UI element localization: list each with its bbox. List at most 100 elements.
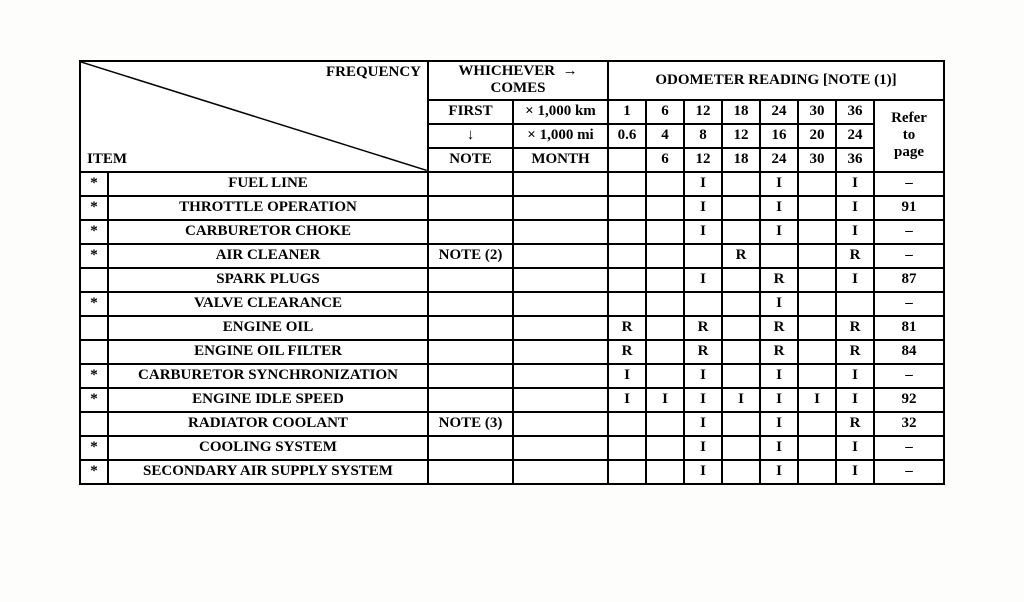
value-cell: I xyxy=(760,364,798,388)
table-row: ENGINE OIL FILTERRRRR84 xyxy=(80,340,944,364)
value-cell xyxy=(646,316,684,340)
mi-val-6: 24 xyxy=(836,124,874,148)
value-cell: R xyxy=(760,340,798,364)
value-cell: I xyxy=(760,172,798,196)
value-cell xyxy=(608,172,646,196)
note-cell xyxy=(428,436,513,460)
value-cell: I xyxy=(836,172,874,196)
value-cell: R xyxy=(722,244,760,268)
value-cell xyxy=(646,220,684,244)
blank-unit-cell xyxy=(513,388,608,412)
whichever-cell: WHICHEVER →COMES xyxy=(428,61,608,100)
bullet-cell xyxy=(80,316,108,340)
page-cell: 32 xyxy=(874,412,944,436)
value-cell xyxy=(722,364,760,388)
mi-val-4: 16 xyxy=(760,124,798,148)
bullet-cell xyxy=(80,412,108,436)
table-row: *CARBURETOR CHOKEIII– xyxy=(80,220,944,244)
value-cell: I xyxy=(836,220,874,244)
value-cell xyxy=(684,292,722,316)
value-cell: I xyxy=(836,268,874,292)
value-cell xyxy=(608,460,646,484)
value-cell: I xyxy=(684,460,722,484)
note-cell xyxy=(428,364,513,388)
value-cell xyxy=(798,340,836,364)
mi-val-1: 4 xyxy=(646,124,684,148)
value-cell: I xyxy=(684,388,722,412)
page-cell: – xyxy=(874,436,944,460)
units-km-cell: × 1,000 km xyxy=(513,100,608,124)
km-val-1: 6 xyxy=(646,100,684,124)
month-val-6: 36 xyxy=(836,148,874,172)
value-cell xyxy=(608,244,646,268)
value-cell xyxy=(722,436,760,460)
mi-val-3: 12 xyxy=(722,124,760,148)
page-cell: – xyxy=(874,244,944,268)
value-cell xyxy=(798,412,836,436)
value-cell xyxy=(798,436,836,460)
value-cell xyxy=(798,460,836,484)
month-val-4: 24 xyxy=(760,148,798,172)
item-name-cell: ENGINE OIL xyxy=(108,316,428,340)
value-cell xyxy=(798,268,836,292)
bullet-cell: * xyxy=(80,244,108,268)
downarrow-cell: ↓ xyxy=(428,124,513,148)
value-cell xyxy=(798,244,836,268)
value-cell: I xyxy=(684,436,722,460)
value-cell: R xyxy=(760,268,798,292)
page-cell: – xyxy=(874,364,944,388)
page-cell: 81 xyxy=(874,316,944,340)
value-cell xyxy=(722,172,760,196)
km-val-3: 18 xyxy=(722,100,760,124)
blank-unit-cell xyxy=(513,364,608,388)
value-cell: I xyxy=(760,292,798,316)
value-cell: R xyxy=(608,340,646,364)
value-cell xyxy=(798,316,836,340)
note-cell xyxy=(428,292,513,316)
mi-val-5: 20 xyxy=(798,124,836,148)
value-cell: R xyxy=(684,316,722,340)
value-cell: I xyxy=(760,412,798,436)
item-name-cell: THROTTLE OPERATION xyxy=(108,196,428,220)
value-cell: I xyxy=(646,388,684,412)
table-row: ENGINE OILRRRR81 xyxy=(80,316,944,340)
value-cell xyxy=(608,436,646,460)
note-cell xyxy=(428,268,513,292)
value-cell xyxy=(722,460,760,484)
table-row: *AIR CLEANERNOTE (2)RR– xyxy=(80,244,944,268)
month-val-5: 30 xyxy=(798,148,836,172)
value-cell: R xyxy=(760,316,798,340)
mi-val-0: 0.6 xyxy=(608,124,646,148)
value-cell xyxy=(798,220,836,244)
value-cell: I xyxy=(760,460,798,484)
value-cell: R xyxy=(836,316,874,340)
value-cell xyxy=(646,196,684,220)
bullet-cell: * xyxy=(80,196,108,220)
blank-unit-cell xyxy=(513,316,608,340)
blank-unit-cell xyxy=(513,220,608,244)
bullet-cell: * xyxy=(80,436,108,460)
table-row: *ENGINE IDLE SPEEDIIIIIII92 xyxy=(80,388,944,412)
bullet-cell: * xyxy=(80,460,108,484)
value-cell: I xyxy=(760,436,798,460)
value-cell: I xyxy=(684,412,722,436)
arrow-right-icon: → xyxy=(563,63,578,79)
km-val-5: 30 xyxy=(798,100,836,124)
value-cell: I xyxy=(760,388,798,412)
value-cell: R xyxy=(836,412,874,436)
value-cell xyxy=(646,364,684,388)
blank-unit-cell xyxy=(513,412,608,436)
bullet-cell: * xyxy=(80,220,108,244)
page-cell: – xyxy=(874,460,944,484)
item-name-cell: CARBURETOR CHOKE xyxy=(108,220,428,244)
page-cell: 92 xyxy=(874,388,944,412)
page-cell: 84 xyxy=(874,340,944,364)
table-row: *FUEL LINEIII– xyxy=(80,172,944,196)
bullet-cell xyxy=(80,268,108,292)
value-cell xyxy=(608,220,646,244)
value-cell xyxy=(646,436,684,460)
item-name-cell: SECONDARY AIR SUPPLY SYSTEM xyxy=(108,460,428,484)
blank-unit-cell xyxy=(513,244,608,268)
value-cell xyxy=(798,172,836,196)
blank-unit-cell xyxy=(513,436,608,460)
